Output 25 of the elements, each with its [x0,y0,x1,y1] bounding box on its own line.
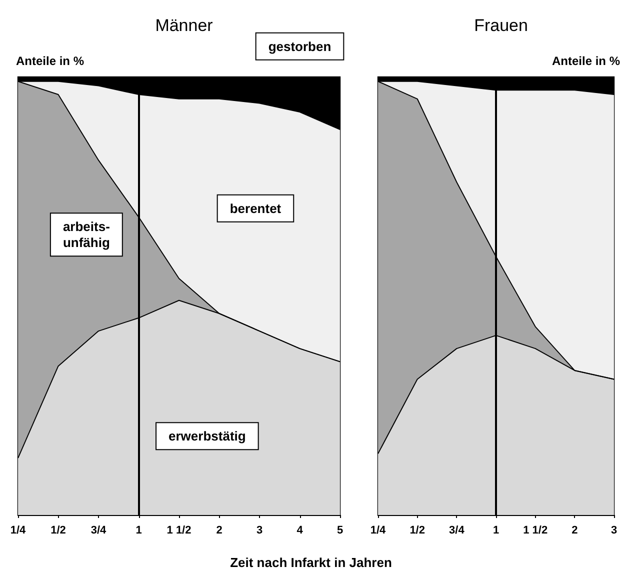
x-tick-label: 1/2 [50,524,66,536]
x-tick-label: 4 [296,524,304,536]
chart-title: Frauen [474,16,528,35]
series-label: erwerbstätig [168,428,246,444]
x-tick-label: 2 [216,524,222,536]
x-tick-label: 2 [572,524,578,536]
series-label: berentet [230,200,282,216]
x-axis-title: Zeit nach Infarkt in Jahren [229,555,393,570]
x-tick-label: 3 [256,524,263,536]
series-label: gestorben [268,38,332,54]
x-tick-label: 1 1/2 [523,524,548,536]
series-label: arbeits-unfähig [62,219,110,250]
x-tick-label: 1/4 [370,524,387,536]
x-tick-label: 3/4 [90,524,108,536]
y-axis-title: Anteile in % [16,54,84,68]
x-tick-label: 5 [336,524,344,536]
x-tick-label: 3/4 [449,524,466,536]
x-tick-label: 1 1/2 [166,524,192,536]
x-tick-label: 1/2 [410,524,425,536]
chart-title: Männer [155,16,214,35]
x-tick-label: 1 [492,524,500,536]
y-axis-title: Anteile in % [552,54,620,68]
x-tick-label: 3 [610,524,618,536]
x-tick-label: 1 [136,524,142,536]
x-tick-label: 1/4 [10,524,27,536]
